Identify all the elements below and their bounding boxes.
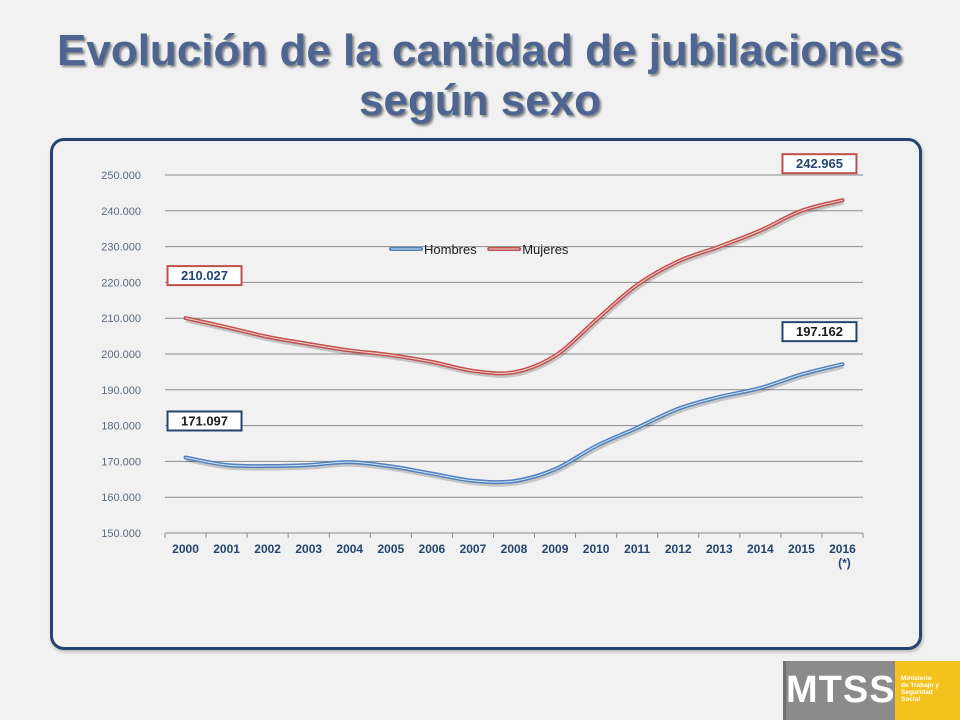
y-tick-label: 240.000 bbox=[101, 206, 141, 218]
x-tick-label: 2007 bbox=[460, 542, 487, 556]
x-tick-label: 2000 bbox=[172, 542, 199, 556]
legend-label-hombres: Hombres bbox=[424, 242, 477, 257]
y-tick-label: 220.000 bbox=[101, 277, 141, 289]
series-line-shadow-mujeres bbox=[185, 199, 845, 378]
y-tick-label: 170.000 bbox=[101, 456, 141, 468]
annotation-box bbox=[781, 321, 858, 343]
y-tick-label: 180.000 bbox=[101, 421, 141, 433]
annotation-box bbox=[166, 410, 243, 432]
annotation-label: 242.965 bbox=[796, 156, 843, 171]
annotation-label: 171.097 bbox=[181, 413, 228, 428]
x-tick-label: 2009 bbox=[542, 542, 569, 556]
annotation-label: 210.027 bbox=[181, 268, 228, 283]
x-tick-label: 2002 bbox=[254, 542, 281, 556]
x-tick-label: 2015 bbox=[788, 542, 815, 556]
logo-ministry-name: Ministerio de Trabajo y Seguridad Social bbox=[895, 661, 960, 720]
y-tick-label: 190.000 bbox=[101, 385, 141, 397]
logo-acronym: MTSS bbox=[783, 661, 895, 720]
y-tick-label: 200.000 bbox=[101, 349, 141, 361]
series-line-highlight-mujeres bbox=[185, 199, 843, 374]
chart-panel: 150.000 160.000 170.000 180.000 190.000 200.0… bbox=[50, 138, 922, 650]
logo-ministry-line: Social bbox=[901, 696, 921, 703]
x-tick-label: 2004 bbox=[336, 542, 363, 556]
y-tick-label: 150.000 bbox=[101, 528, 141, 540]
x-tick-label: 2003 bbox=[295, 542, 322, 556]
legend-label-mujeres: Mujeres bbox=[522, 242, 569, 257]
logo-ministry-line: de Trabajo y bbox=[901, 682, 939, 689]
y-tick-label: 230.000 bbox=[101, 242, 141, 254]
x-tick-label: 2001 bbox=[213, 542, 240, 556]
x-tick-label: 2012 bbox=[665, 542, 692, 556]
x-tick-label: 2005 bbox=[377, 542, 404, 556]
logo-ministry-line: Seguridad bbox=[901, 689, 933, 696]
mtss-logo: MTSS Ministerio de Trabajo y Seguridad S… bbox=[783, 661, 960, 720]
x-tick-label: 2013 bbox=[706, 542, 733, 556]
annotation-box bbox=[781, 153, 858, 175]
x-tick-label: 2006 bbox=[419, 542, 446, 556]
y-tick-label: 250.000 bbox=[101, 170, 141, 182]
annotation-box bbox=[166, 265, 243, 287]
x-tick-label: 2014 bbox=[747, 542, 774, 556]
x-tick-label: 2008 bbox=[501, 542, 528, 556]
annotation-label: 197.162 bbox=[796, 324, 843, 339]
x-tick-note: (*) bbox=[838, 556, 851, 570]
x-tick-label: 2016 bbox=[829, 542, 856, 556]
x-tick-label: 2010 bbox=[583, 542, 610, 556]
y-tick-label: 210.000 bbox=[101, 313, 141, 325]
logo-ministry-line: Ministerio bbox=[901, 675, 932, 682]
line-chart: 150.000 160.000 170.000 180.000 190.000 200.0… bbox=[101, 153, 864, 570]
series-line-mujeres bbox=[183, 198, 845, 376]
series-line-shadow-hombres bbox=[186, 363, 845, 487]
series-line-hombres bbox=[183, 362, 845, 485]
y-tick-label: 160.000 bbox=[101, 492, 141, 504]
slide-title: Evolución de la cantidad de jubilaciones… bbox=[57, 26, 903, 125]
x-tick-label: 2011 bbox=[624, 542, 650, 556]
series-line-highlight-hombres bbox=[185, 363, 843, 483]
